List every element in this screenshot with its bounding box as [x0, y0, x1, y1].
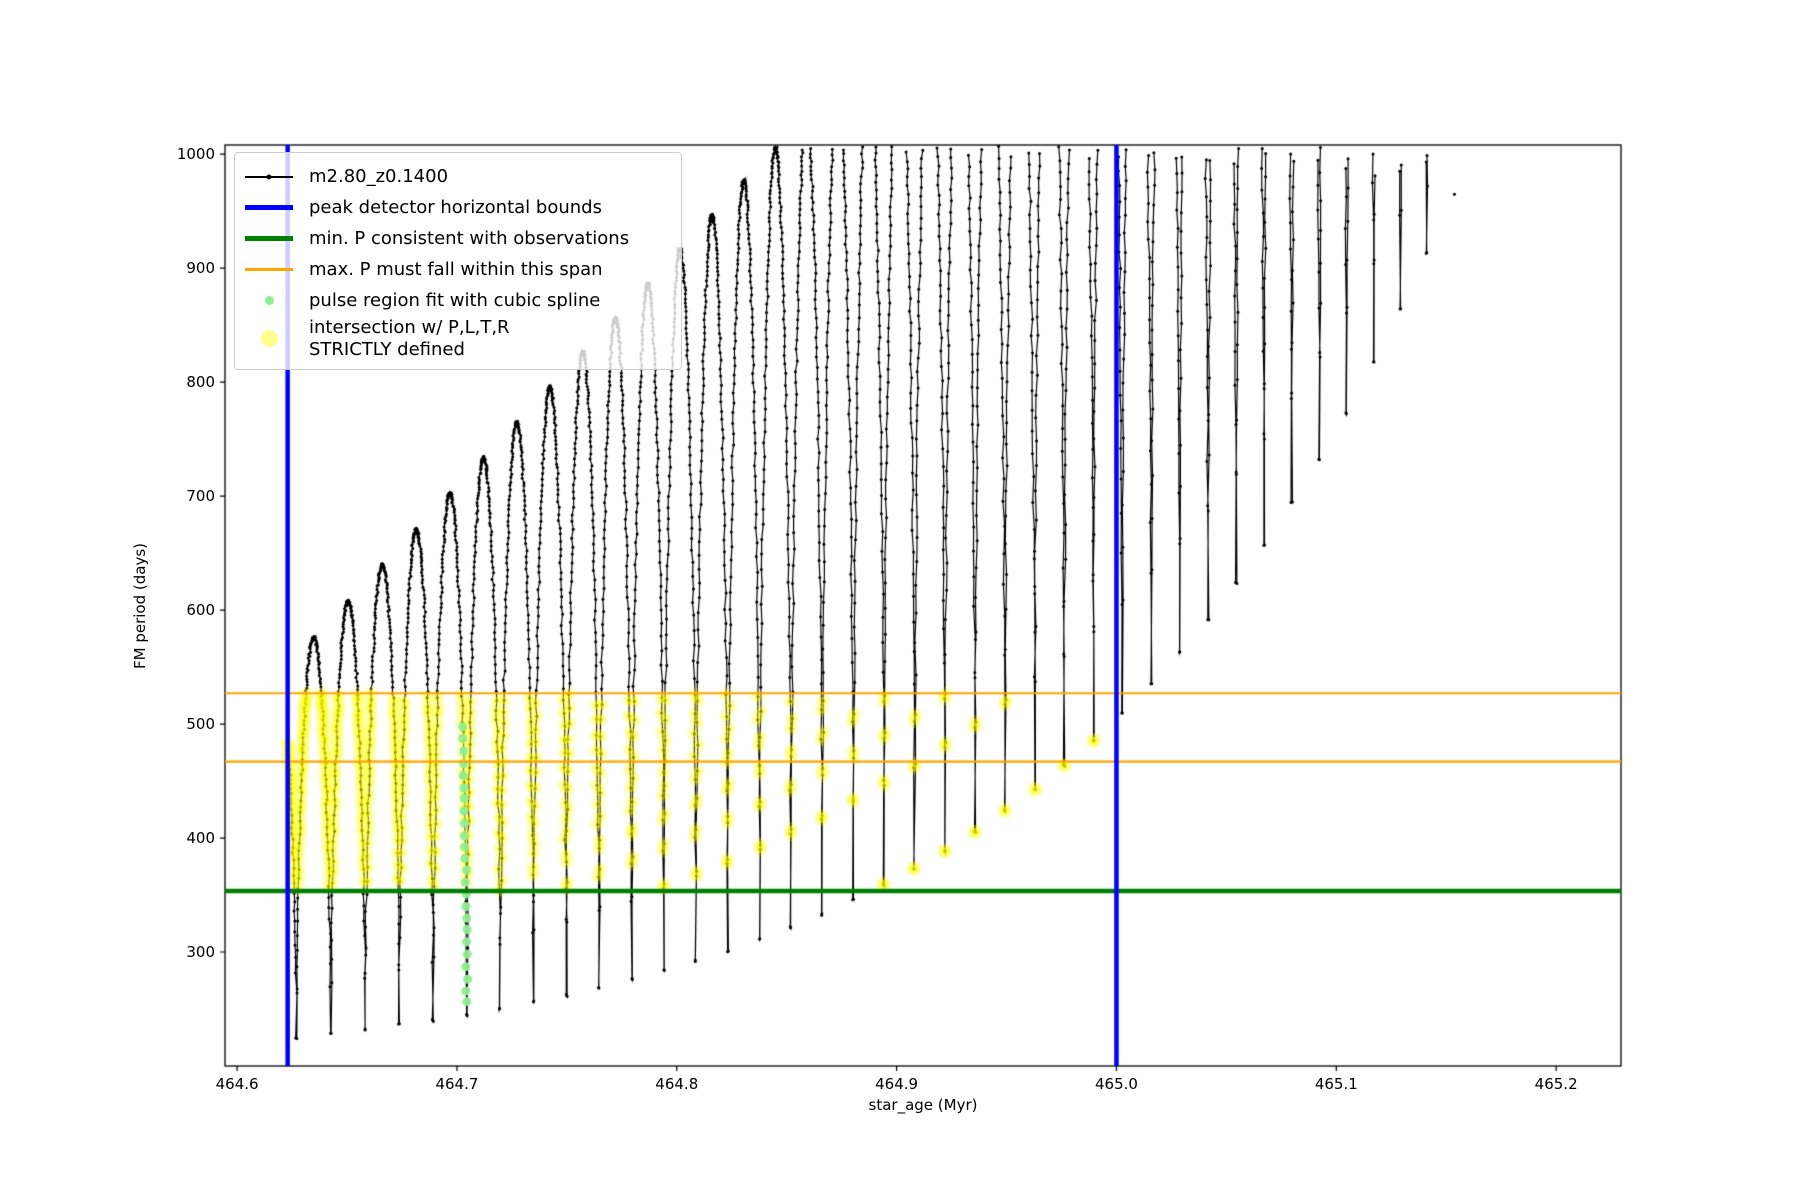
- orange-line-icon: [245, 268, 293, 271]
- y-tick-label: 500: [186, 715, 215, 734]
- blue-line-icon: [245, 205, 293, 210]
- legend-label: pulse region fit with cubic spline: [309, 289, 601, 311]
- legend-entry-min-p: min. P consistent with observations: [245, 223, 671, 254]
- x-tick-label: 465.0: [1094, 1075, 1138, 1093]
- lightgreen-dot-icon: [264, 296, 274, 305]
- x-tick-label: 464.7: [435, 1075, 479, 1093]
- x-tick-label: 464.6: [215, 1075, 259, 1093]
- y-tick-label: 700: [186, 487, 215, 506]
- y-axis-label: FM period (days): [131, 542, 149, 669]
- legend-entry-intersection: intersection w/ P,L,T,R STRICTLY defined: [245, 316, 671, 361]
- y-tick-label: 400: [186, 829, 215, 848]
- y-tick-label: 300: [186, 943, 215, 961]
- legend-label: peak detector horizontal bounds: [309, 196, 602, 218]
- legend-entry-pulse-region: pulse region fit with cubic spline: [245, 285, 671, 316]
- legend-entry-series: m2.80_z0.1400: [245, 161, 671, 192]
- series-line-icon: [245, 174, 293, 179]
- green-line-icon: [245, 236, 293, 241]
- x-axis-label: star_age (Myr): [868, 1096, 978, 1114]
- x-tick-label: 464.9: [875, 1075, 919, 1093]
- x-tick-label: 465.2: [1534, 1075, 1578, 1093]
- legend-entry-max-p: max. P must fall within this span: [245, 254, 671, 285]
- y-tick-label: 800: [186, 373, 215, 392]
- y-tick-label: 1000: [176, 145, 215, 164]
- y-tick-label: 600: [186, 601, 215, 620]
- x-tick-label: 464.8: [655, 1075, 699, 1093]
- legend-label: m2.80_z0.1400: [309, 165, 449, 187]
- y-tick-label: 900: [186, 259, 215, 278]
- yellow-dot-icon: [260, 330, 278, 347]
- legend-label: intersection w/ P,L,T,R STRICTLY defined: [309, 316, 510, 360]
- x-tick-label: 465.1: [1314, 1075, 1358, 1093]
- legend-box: m2.80_z0.1400 peak detector horizontal b…: [234, 152, 682, 370]
- legend-label: max. P must fall within this span: [309, 258, 603, 280]
- legend-entry-peak-bounds: peak detector horizontal bounds: [245, 192, 671, 223]
- legend-label: min. P consistent with observations: [309, 227, 630, 249]
